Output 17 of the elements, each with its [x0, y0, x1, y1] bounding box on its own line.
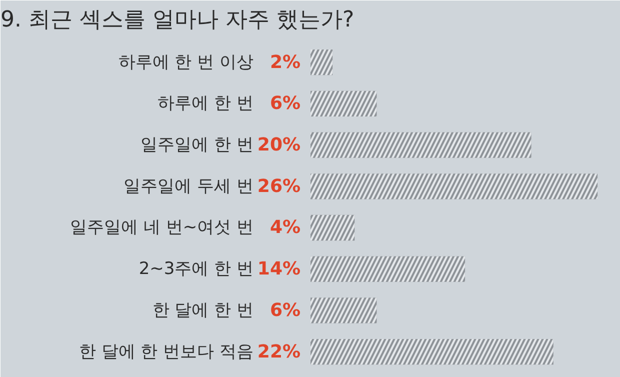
data-label: 20% [257, 134, 301, 156]
data-label: 14% [257, 258, 301, 280]
data-label: 2% [270, 52, 301, 73]
y-tick-label: 하루에 한 번 [158, 94, 254, 114]
data-label: 6% [270, 300, 301, 321]
y-tick-label: 2~3주에 한 번 [138, 259, 254, 280]
data-label: 4% [270, 217, 301, 238]
y-tick-label: 한 달에 한 번 [152, 300, 254, 320]
data-label: 6% [270, 93, 301, 114]
y-tick-label: 일주일에 두세 번 [124, 176, 254, 196]
data-label: 22% [257, 341, 301, 362]
chart-title: 9. 최근 섹스를 얼마나 자주 했는가? [0, 8, 354, 32]
y-tick-label: 하루에 한 번 이상 [118, 52, 254, 72]
y-tick-label: 한 달에 한 번보다 적음 [78, 342, 254, 362]
y-tick-label: 일주일에 네 번~여섯 번 [70, 218, 254, 238]
y-tick-label: 일주일에 한 번 [140, 135, 254, 156]
data-label: 26% [257, 176, 301, 197]
